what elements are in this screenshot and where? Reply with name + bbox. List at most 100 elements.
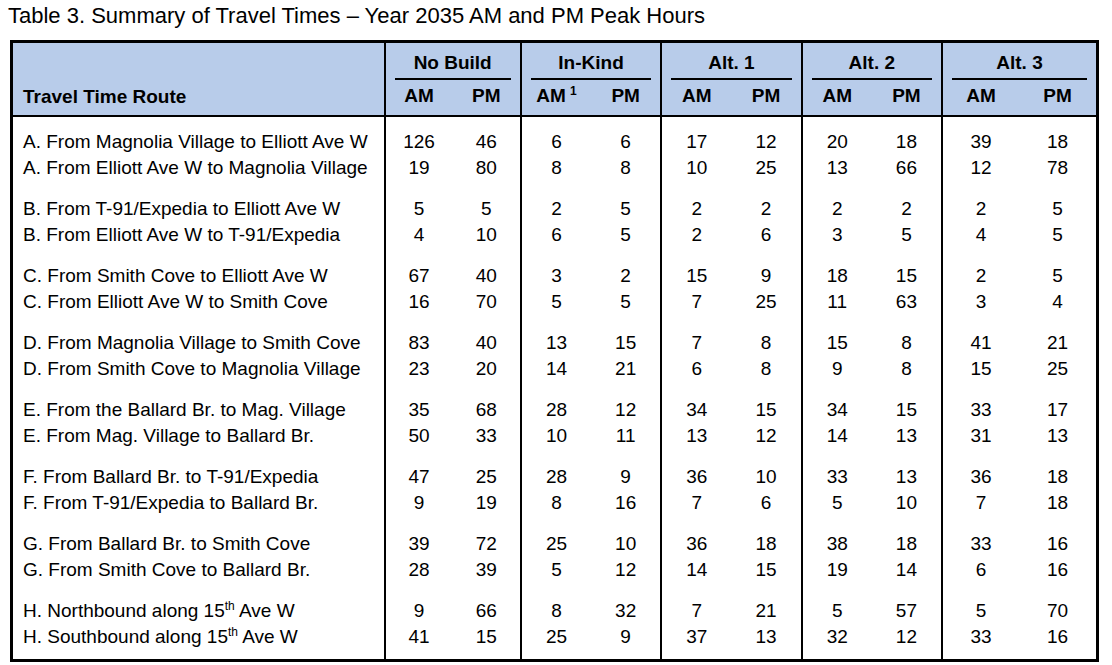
value-cell-in-kind-pm: 32 [591,583,661,624]
value-cell-alt-2-pm: 15 [872,382,942,423]
col-header-alt-1-am: AM [661,80,731,116]
value-cell-in-kind-pm: 12 [591,382,661,423]
value-cell-alt-2-pm: 12 [872,624,942,661]
route-text: F. From T-91/Expedia to Ballard Br. [23,492,318,513]
route-text: D. From Smith Cove to Magnolia Village [23,358,361,379]
group-header-alt-3: Alt. 3 [942,42,1097,81]
value-cell-alt-1-am: 7 [661,490,731,516]
value-cell-no-build-am: 47 [385,449,453,490]
value-cell-no-build-am: 9 [385,583,453,624]
route-text: E. From the Ballard Br. to Mag. Village [23,399,346,420]
value-cell-alt-1-pm: 25 [731,289,801,315]
table-row: G. From Ballard Br. to Smith Cove 39 72 … [12,516,1098,557]
table-row: D. From Smith Cove to Magnolia Village 2… [12,356,1098,382]
value-cell-no-build-pm: 20 [453,356,521,382]
route-text: C. From Elliott Ave W to Smith Cove [23,291,328,312]
value-cell-alt-3-pm: 25 [1019,356,1097,382]
route-text: C. From Smith Cove to Elliott Ave W [23,265,328,286]
value-cell-in-kind-am: 6 [521,116,591,155]
route-cell: E. From Mag. Village to Ballard Br. [12,423,385,449]
value-cell-alt-1-pm: 21 [731,583,801,624]
value-cell-alt-2-am: 38 [802,516,872,557]
value-cell-in-kind-am: 13 [521,315,591,356]
value-cell-alt-1-pm: 15 [731,557,801,583]
value-cell-alt-1-pm: 2 [731,181,801,222]
value-cell-alt-3-pm: 17 [1019,382,1097,423]
value-cell-no-build-am: 4 [385,222,453,248]
group-header-no-build-label: No Build [395,43,511,80]
value-cell-no-build-pm: 33 [453,423,521,449]
value-cell-alt-1-am: 2 [661,181,731,222]
document-page: Table 3. Summary of Travel Times – Year … [0,0,1112,665]
table-row: C. From Elliott Ave W to Smith Cove 16 7… [12,289,1098,315]
value-cell-alt-1-am: 37 [661,624,731,661]
value-cell-alt-1-pm: 6 [731,222,801,248]
value-cell-alt-1-pm: 12 [731,423,801,449]
value-cell-no-build-pm: 39 [453,557,521,583]
value-cell-in-kind-am: 10 [521,423,591,449]
value-cell-no-build-pm: 15 [453,624,521,661]
table-row: F. From T-91/Expedia to Ballard Br. 9 19… [12,490,1098,516]
value-cell-alt-3-am: 33 [942,382,1019,423]
value-cell-in-kind-pm: 2 [591,248,661,289]
col-header-alt-3-pm: PM [1019,80,1097,116]
route-cell: D. From Magnolia Village to Smith Cove [12,315,385,356]
value-cell-no-build-pm: 66 [453,583,521,624]
value-cell-in-kind-pm: 12 [591,557,661,583]
route-text: B. From Elliott Ave W to T-91/Expedia [23,224,340,245]
value-cell-alt-3-am: 7 [942,490,1019,516]
value-cell-in-kind-pm: 11 [591,423,661,449]
value-cell-alt-3-pm: 70 [1019,583,1097,624]
value-cell-alt-3-pm: 4 [1019,289,1097,315]
value-cell-no-build-am: 39 [385,516,453,557]
value-cell-alt-2-pm: 8 [872,315,942,356]
value-cell-alt-1-am: 6 [661,356,731,382]
value-cell-alt-1-pm: 6 [731,490,801,516]
value-cell-alt-1-am: 34 [661,382,731,423]
col-header-alt-3-am: AM [942,80,1019,116]
table-row: B. From T-91/Expedia to Elliott Ave W 5 … [12,181,1098,222]
value-cell-no-build-am: 50 [385,423,453,449]
value-cell-no-build-am: 83 [385,315,453,356]
value-cell-alt-2-am: 14 [802,423,872,449]
value-cell-in-kind-am: 8 [521,155,591,181]
value-cell-alt-1-pm: 18 [731,516,801,557]
value-cell-in-kind-am: 28 [521,382,591,423]
route-text: A. From Magnolia Village to Elliott Ave … [23,131,368,152]
route-cell: D. From Smith Cove to Magnolia Village [12,356,385,382]
value-cell-alt-1-am: 15 [661,248,731,289]
col-header-alt-1-pm: PM [731,80,801,116]
table-row: G. From Smith Cove to Ballard Br. 28 39 … [12,557,1098,583]
route-text: H. Northbound along 15 [23,600,225,621]
table-row: D. From Magnolia Village to Smith Cove 8… [12,315,1098,356]
value-cell-alt-3-am: 33 [942,516,1019,557]
value-cell-alt-2-am: 32 [802,624,872,661]
value-cell-in-kind-am: 25 [521,624,591,661]
value-cell-alt-3-am: 6 [942,557,1019,583]
value-cell-in-kind-pm: 9 [591,449,661,490]
value-cell-in-kind-am: 5 [521,289,591,315]
col-header-in-kind-pm: PM [591,80,661,116]
route-cell: A. From Elliott Ave W to Magnolia Villag… [12,155,385,181]
value-cell-in-kind-am: 6 [521,222,591,248]
travel-times-table: Travel Time Route No Build In-Kind Alt. … [10,40,1099,662]
group-header-alt-1: Alt. 1 [661,42,801,81]
value-cell-alt-1-am: 2 [661,222,731,248]
value-cell-alt-2-am: 13 [802,155,872,181]
value-cell-alt-1-am: 7 [661,315,731,356]
col-header-no-build-pm: PM [453,80,521,116]
value-cell-alt-1-am: 17 [661,116,731,155]
value-cell-no-build-pm: 80 [453,155,521,181]
value-cell-alt-2-pm: 2 [872,181,942,222]
value-cell-no-build-pm: 68 [453,382,521,423]
value-cell-alt-2-pm: 57 [872,583,942,624]
group-header-no-build: No Build [385,42,521,81]
value-cell-no-build-pm: 70 [453,289,521,315]
value-cell-in-kind-am: 5 [521,557,591,583]
col-header-alt-2-am: AM [802,80,872,116]
value-cell-alt-3-pm: 78 [1019,155,1097,181]
route-text-suffix: Ave W [235,600,295,621]
route-text: G. From Ballard Br. to Smith Cove [23,533,310,554]
value-cell-in-kind-pm: 5 [591,222,661,248]
value-cell-no-build-pm: 5 [453,181,521,222]
